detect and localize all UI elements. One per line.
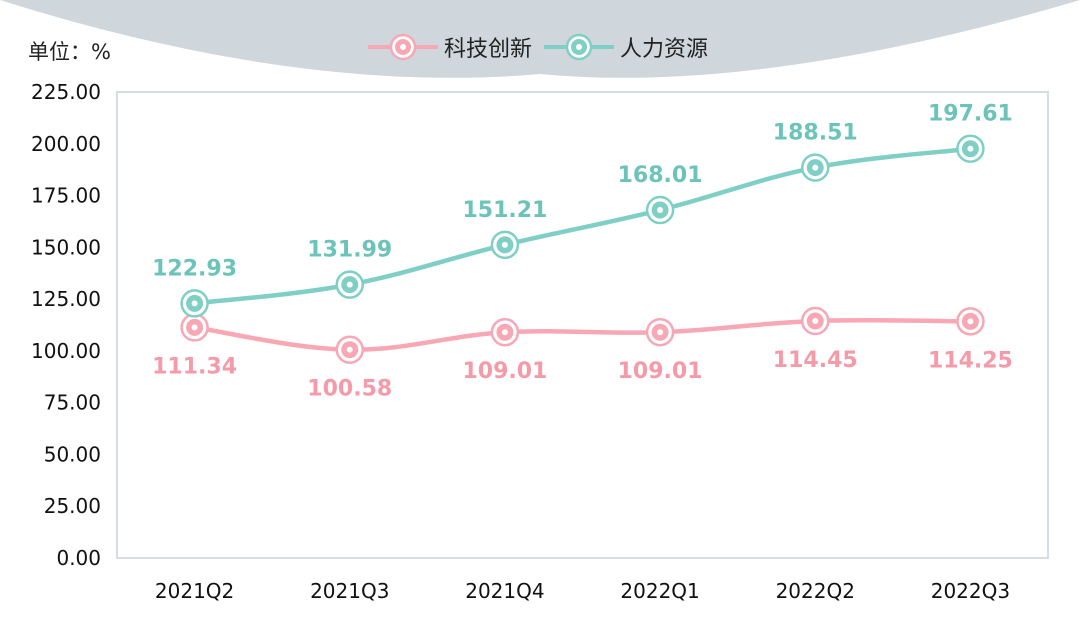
data-point-center: [967, 318, 974, 325]
data-label: 109.01: [462, 359, 547, 384]
y-tick-label: 175.00: [31, 184, 101, 208]
data-point-center: [191, 324, 198, 331]
data-point-center: [812, 164, 819, 171]
unit-label: 单位：%: [28, 40, 111, 64]
x-tick-label: 2022Q2: [776, 579, 855, 603]
data-label: 122.93: [152, 256, 237, 281]
data-point-center: [501, 329, 508, 336]
legend-item-series-2[interactable]: 人力资源: [544, 31, 708, 63]
x-tick-label: 2022Q1: [620, 579, 699, 603]
header-arc-shape: [0, 0, 1080, 78]
data-label: 114.25: [928, 348, 1013, 373]
data-point-center: [657, 207, 664, 214]
legend: 科技创新 人力资源: [368, 30, 708, 64]
header-arc: [0, 0, 1080, 80]
y-tick-label: 0.00: [56, 546, 101, 570]
legend-label-series-1: 科技创新: [444, 37, 533, 62]
legend-marker-series-2: [544, 33, 615, 61]
plot-area: [116, 91, 1049, 559]
data-point-center: [346, 346, 353, 353]
x-tick-label: 2022Q3: [931, 579, 1010, 603]
data-point-center: [967, 145, 974, 152]
data-point-center: [346, 281, 353, 288]
y-tick-label: 50.00: [44, 442, 101, 466]
y-tick-label: 75.00: [44, 391, 101, 415]
data-label: 197.61: [928, 102, 1013, 127]
data-point-center: [191, 300, 198, 307]
data-label: 131.99: [307, 238, 392, 263]
x-tick-label: 2021Q3: [310, 579, 389, 603]
data-point-center: [501, 241, 508, 248]
data-label: 188.51: [773, 121, 858, 146]
data-label: 151.21: [462, 198, 547, 223]
data-label: 100.58: [307, 377, 392, 402]
data-label: 168.01: [618, 163, 703, 188]
y-tick-label: 150.00: [31, 235, 101, 259]
series-line-2: [194, 146, 971, 306]
data-point-center: [657, 329, 664, 336]
series-line-1: [194, 317, 971, 352]
data-label: 109.01: [618, 359, 703, 384]
y-tick-label: 125.00: [31, 287, 101, 311]
y-tick-label: 225.00: [31, 80, 101, 104]
y-tick-label: 100.00: [31, 339, 101, 363]
legend-item-series-1[interactable]: 科技创新: [368, 31, 532, 63]
data-label: 111.34: [152, 354, 237, 379]
y-tick-label: 200.00: [31, 132, 101, 156]
data-label: 114.45: [773, 348, 858, 373]
x-tick-label: 2021Q2: [155, 579, 234, 603]
legend-marker-series-1: [368, 33, 438, 61]
y-tick-label: 25.00: [44, 494, 101, 518]
data-point-center: [812, 317, 819, 324]
legend-label-series-2: 人力资源: [620, 37, 709, 62]
x-tick-label: 2021Q4: [465, 579, 544, 603]
